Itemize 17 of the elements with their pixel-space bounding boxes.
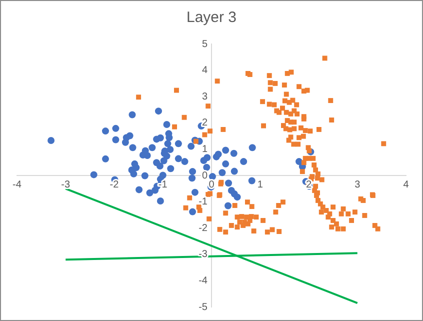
y-tick-label: 5 bbox=[202, 38, 208, 50]
y-tick-label: 2 bbox=[202, 118, 208, 129]
y-tick-label: 3 bbox=[202, 91, 208, 102]
x-tick-label: -4 bbox=[12, 179, 22, 190]
y-tick-label: 1 bbox=[202, 144, 208, 155]
y-tick-label: -4 bbox=[198, 275, 208, 286]
y-tick-label: -5 bbox=[198, 302, 208, 313]
x-tick-label: -2 bbox=[110, 179, 120, 190]
y-tick-label: -1 bbox=[198, 196, 208, 208]
y-tick-label: -2 bbox=[198, 222, 208, 234]
y-tick-label: 0 bbox=[202, 170, 208, 182]
x-tick-label: 1 bbox=[257, 179, 264, 190]
x-tick-label: 3 bbox=[354, 179, 361, 190]
y-tick-label: 4 bbox=[202, 65, 208, 76]
x-tick-label: -3 bbox=[61, 179, 70, 190]
chart-title: Layer 3 bbox=[186, 9, 237, 26]
x-tick-label: 4 bbox=[403, 179, 410, 190]
